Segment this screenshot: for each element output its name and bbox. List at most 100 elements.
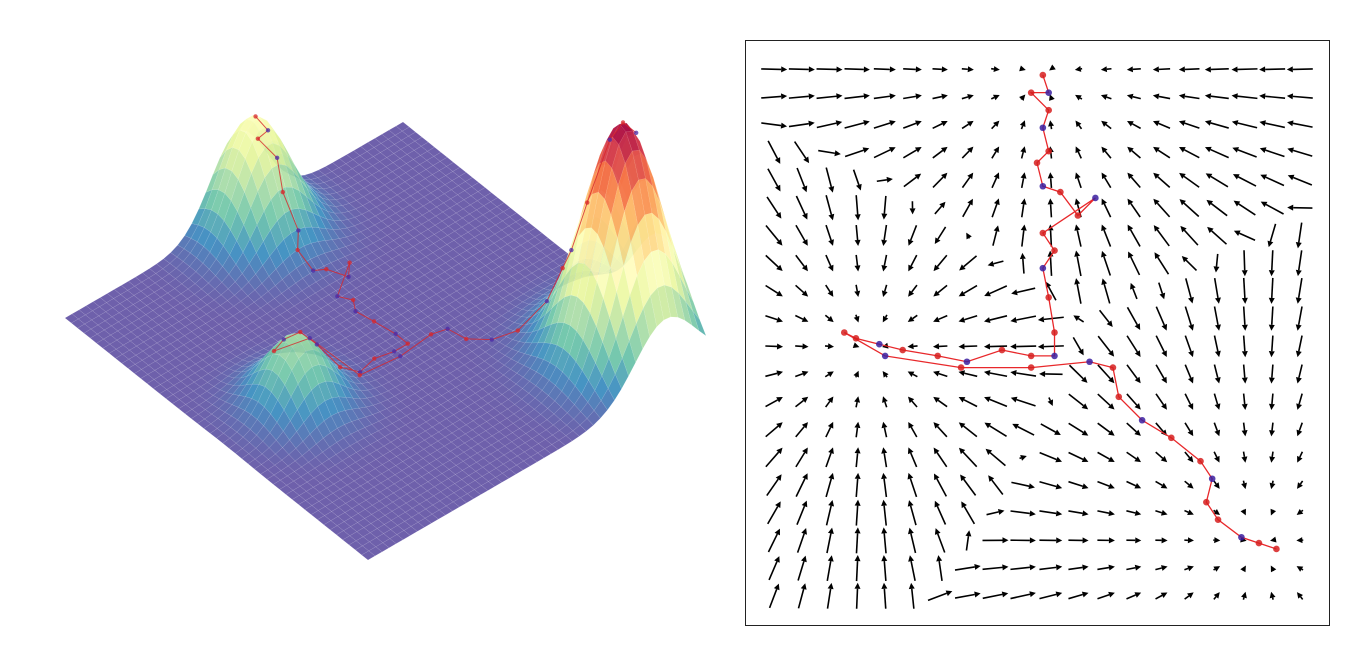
- quiver-head: [933, 397, 940, 403]
- quiver-shaft: [856, 315, 857, 317]
- trajectory-point: [1139, 417, 1146, 424]
- quiver-shaft: [963, 204, 970, 217]
- quiver-shaft: [1156, 394, 1164, 405]
- quiver-shaft: [935, 206, 942, 214]
- trajectory-point: [585, 200, 589, 204]
- quiver-head: [1049, 65, 1056, 71]
- quiver-shaft: [938, 285, 947, 292]
- quiver-head: [1259, 120, 1265, 126]
- trajectory-point: [1168, 435, 1175, 442]
- trajectory-point: [347, 260, 351, 264]
- trajectory-point: [358, 373, 362, 377]
- quiver-shaft: [1216, 254, 1217, 267]
- quiver-head: [1021, 172, 1027, 178]
- trajectory-point: [406, 341, 410, 345]
- quiver-shaft: [877, 180, 887, 181]
- quiver-shaft: [1097, 511, 1109, 513]
- quiver-head: [1296, 297, 1302, 303]
- quiver-head: [1188, 297, 1194, 304]
- quiver-shaft: [795, 316, 803, 320]
- surface-panel: [65, 114, 706, 560]
- quiver-shaft: [1132, 124, 1140, 129]
- quiver-head: [881, 500, 887, 506]
- quiver-shaft: [911, 534, 916, 553]
- quiver-head: [776, 474, 782, 481]
- quiver-head: [994, 66, 1000, 72]
- quiver-shaft: [885, 402, 887, 407]
- quiver-shaft: [1244, 250, 1245, 270]
- quiver-shaft: [933, 150, 943, 157]
- quiver-shaft: [845, 69, 864, 70]
- quiver-head: [881, 265, 887, 271]
- quiver-shaft: [845, 150, 863, 156]
- quiver-head: [828, 473, 834, 480]
- quiver-shaft: [990, 453, 1005, 466]
- quiver-shaft: [1265, 69, 1285, 70]
- trajectory-point: [1045, 89, 1052, 96]
- quiver-head: [1179, 173, 1186, 179]
- quiver-shaft: [765, 373, 777, 376]
- quiver-shaft: [884, 589, 885, 609]
- quiver-head: [908, 473, 914, 480]
- quiver-head: [1153, 94, 1159, 100]
- quiver-shaft: [1238, 150, 1257, 157]
- quiver-shaft: [797, 506, 805, 525]
- quiver-shaft: [761, 96, 781, 98]
- quiver-shaft: [1293, 150, 1312, 156]
- quiver-shaft: [795, 374, 803, 377]
- quiver-shaft: [1021, 126, 1022, 129]
- quiver-head: [916, 66, 922, 72]
- quiver-shaft: [884, 479, 886, 497]
- quiver-head: [915, 93, 921, 99]
- quiver-shaft: [1156, 595, 1163, 599]
- quiver-shaft: [903, 123, 916, 128]
- quiver-head: [887, 177, 893, 183]
- quiver-shaft: [798, 561, 804, 580]
- quiver-shaft: [845, 96, 864, 98]
- quiver-head: [1135, 510, 1142, 516]
- quiver-shaft: [1107, 97, 1112, 99]
- quiver-head: [933, 371, 940, 377]
- quiver-head: [889, 93, 895, 99]
- quiver-head: [808, 121, 814, 127]
- quiver-head: [1232, 93, 1238, 99]
- quiver-head: [967, 173, 973, 180]
- quiver-shaft: [1049, 398, 1050, 401]
- trajectory-point: [1110, 364, 1117, 371]
- quiver-shaft: [884, 196, 886, 214]
- quiver-shaft: [933, 97, 942, 99]
- quiver-shaft: [1133, 69, 1141, 70]
- quiver-shaft: [1299, 278, 1302, 298]
- trajectory-point: [335, 294, 339, 298]
- quiver-shaft: [1185, 96, 1200, 98]
- quiver-head: [1056, 537, 1062, 543]
- trajectory-point: [1092, 195, 1099, 202]
- quiver-shaft: [874, 69, 890, 70]
- quiver-shaft: [1185, 365, 1190, 378]
- quiver-head: [1242, 298, 1248, 304]
- quiver-head: [984, 344, 990, 350]
- trajectory-point: [392, 349, 396, 353]
- quiver-head: [1240, 566, 1246, 573]
- quiver-shaft: [825, 375, 828, 377]
- quiver-shaft: [933, 177, 943, 187]
- quiver-head: [854, 291, 860, 297]
- quiver-shaft: [789, 124, 809, 127]
- quiver-head: [1056, 564, 1062, 570]
- quiver-shaft: [1098, 394, 1110, 405]
- quiver-shaft: [1299, 423, 1302, 431]
- trajectory-point: [1273, 546, 1280, 553]
- quiver-shaft: [963, 452, 977, 467]
- quiver-shaft: [1132, 151, 1141, 158]
- quiver-head: [1056, 591, 1063, 597]
- trajectory-point: [516, 328, 520, 332]
- quiver-head: [1161, 565, 1168, 571]
- quiver-shaft: [768, 534, 777, 552]
- quiver-head: [854, 422, 860, 428]
- quiver-shaft: [789, 96, 809, 98]
- quiver-shaft: [761, 123, 781, 126]
- quiver-head: [1019, 65, 1026, 71]
- quiver-shaft: [1133, 288, 1137, 298]
- quiver-shaft: [856, 453, 857, 467]
- quiver-shaft: [937, 453, 947, 467]
